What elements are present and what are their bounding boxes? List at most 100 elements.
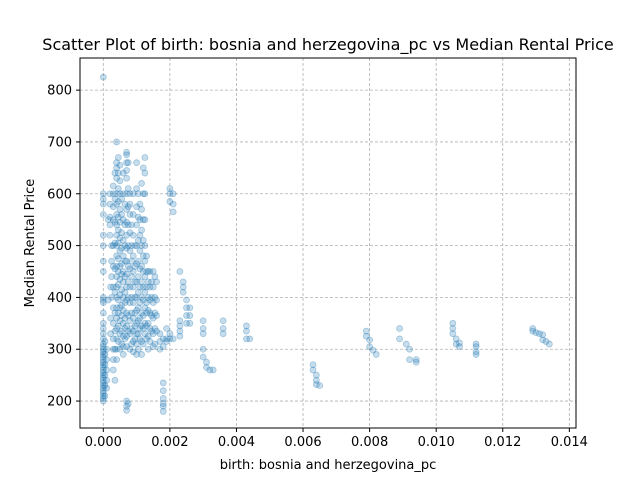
scatter-point <box>113 262 121 270</box>
scatter-point <box>113 138 121 146</box>
scatter-point <box>113 174 121 182</box>
scatter-point <box>99 299 107 306</box>
scatter-point <box>118 195 126 203</box>
scatter-point <box>136 283 144 291</box>
scatter-point <box>243 335 250 343</box>
scatter-point <box>449 330 457 338</box>
scatter-point <box>113 242 121 249</box>
scatter-point <box>144 278 152 286</box>
scatter-point <box>124 278 132 286</box>
scatter-point <box>472 340 480 348</box>
scatter-point <box>128 294 135 301</box>
scatter-point <box>138 309 145 317</box>
scatter-point <box>118 260 126 268</box>
scatter-point <box>136 216 144 224</box>
scatter-point <box>129 338 137 345</box>
scatter-point <box>121 299 129 306</box>
scatter-point <box>312 376 320 384</box>
x-tick-label: 0.004 <box>218 435 255 450</box>
scatter-point <box>146 338 154 345</box>
scatter-point <box>144 332 152 340</box>
scatter-point <box>118 211 126 218</box>
scatter-point <box>109 366 117 374</box>
y-tick-label: 800 <box>47 84 72 99</box>
plot-frame <box>79 57 577 429</box>
scatter-point <box>144 306 152 314</box>
x-tick-label: 0.006 <box>284 435 321 450</box>
scatter-point <box>169 208 177 216</box>
scatter-point <box>138 226 145 234</box>
scatter-point <box>121 257 129 265</box>
scatter-point <box>139 190 147 198</box>
scatter-point <box>133 185 140 192</box>
scatter-point <box>129 283 137 291</box>
scatter-point <box>123 190 131 198</box>
scatter-point <box>163 338 170 345</box>
scatter-point <box>99 356 107 363</box>
scatter-point <box>156 338 164 345</box>
scatter-point <box>114 322 122 330</box>
scatter-point <box>111 218 119 226</box>
scatter-point <box>106 221 114 229</box>
scatter-point <box>166 198 174 205</box>
scatter-point <box>123 402 131 410</box>
scatter-point <box>134 330 142 338</box>
scatter-point <box>116 161 124 169</box>
scatter-point <box>121 221 129 229</box>
scatter-point <box>133 260 140 268</box>
scatter-point <box>131 278 139 286</box>
scatter-point <box>106 213 114 221</box>
scatter-point <box>103 384 111 392</box>
scatter-point <box>119 319 127 327</box>
scatter-point <box>99 384 107 392</box>
scatter-point <box>406 356 413 363</box>
scatter-point <box>99 353 107 361</box>
scatter-point <box>109 319 117 327</box>
scatter-point <box>169 200 177 208</box>
scatter-point <box>169 190 177 198</box>
scatter-point <box>362 332 370 340</box>
scatter-point <box>126 211 134 218</box>
scatter-point <box>123 296 131 304</box>
scatter-point <box>106 231 114 239</box>
grid-layer <box>80 58 576 428</box>
scatter-point <box>126 229 134 237</box>
scatter-point <box>153 327 160 335</box>
scatter-point <box>246 335 254 343</box>
scatter-point <box>107 283 115 291</box>
scatter-point <box>126 247 134 255</box>
scatter-point <box>309 361 317 369</box>
scatter-point <box>366 343 374 351</box>
scatter-point <box>131 262 139 270</box>
scatter-point <box>99 340 107 348</box>
scatter-point <box>99 358 107 366</box>
scatter-point <box>113 231 121 239</box>
scatter-point <box>146 283 154 291</box>
scatter-point <box>116 330 124 338</box>
scatter-point <box>103 345 111 353</box>
scatter-point <box>126 200 134 208</box>
scatter-point <box>99 190 107 198</box>
scatter-point <box>109 356 117 363</box>
scatter-point <box>99 242 107 249</box>
scatter-point <box>143 299 150 306</box>
scatter-point <box>116 247 124 255</box>
scatter-point <box>159 379 167 387</box>
scatter-point <box>148 312 155 319</box>
scatter-point <box>126 299 134 306</box>
scatter-point <box>99 211 107 218</box>
scatter-point <box>148 294 155 301</box>
scatter-point <box>141 242 149 249</box>
scatter-point <box>362 327 370 335</box>
scatter-point <box>99 366 107 374</box>
scatter-point <box>219 317 227 325</box>
scatter-point <box>113 190 121 198</box>
scatter-point <box>143 252 150 260</box>
scatter-point <box>124 312 132 319</box>
scatter-point <box>243 322 250 330</box>
scatter-point <box>116 304 124 312</box>
scatter-point <box>123 167 131 174</box>
scatter-point <box>116 234 124 242</box>
